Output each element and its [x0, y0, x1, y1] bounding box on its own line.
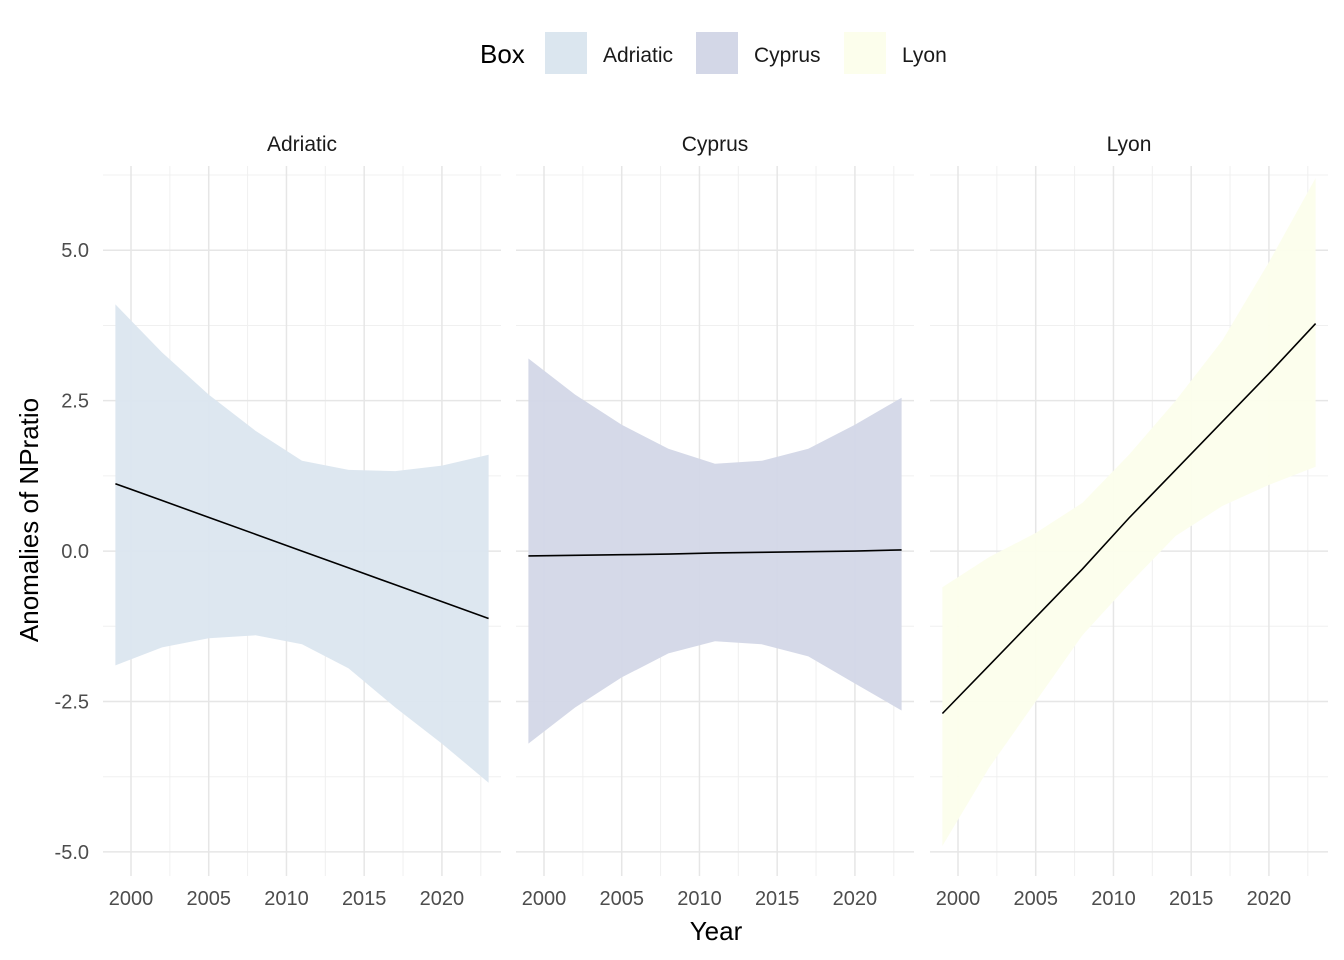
panel-adriatic: Adriatic 2000 2005 2010 2015 2020 -5.0 -2.5 0.0 2… — [55, 133, 501, 910]
facet-panels: Adriatic 2000 2005 2010 2015 2020 -5.0 -2.5 0.0 2… — [55, 133, 1328, 910]
confidence-band — [115, 304, 489, 783]
x-tick-label: 2005 — [186, 888, 231, 910]
x-tick-label: 2015 — [1169, 888, 1214, 910]
legend: Box Adriatic Cyprus Lyon — [480, 32, 947, 74]
x-tick-label: 2020 — [420, 888, 465, 910]
confidence-band — [942, 178, 1316, 846]
y-tick-label: 0.0 — [61, 541, 89, 563]
x-tick-label: 2010 — [264, 888, 309, 910]
legend-label-cyprus: Cyprus — [754, 44, 821, 67]
trend-line — [941, 323, 1317, 715]
trend-line — [528, 549, 902, 557]
x-tick-label: 2005 — [599, 888, 644, 910]
x-tick-label: 2005 — [1013, 888, 1058, 910]
legend-key-adriatic — [545, 32, 587, 74]
confidence-band — [528, 358, 902, 744]
y-tick-label: 5.0 — [61, 240, 89, 262]
x-tick-label: 2020 — [833, 888, 878, 910]
legend-label-adriatic: Adriatic — [603, 44, 673, 67]
legend-key-lyon — [844, 32, 886, 74]
y-axis-title: Anomalies of NPratio — [14, 398, 44, 642]
x-tick-label: 2010 — [677, 888, 722, 910]
strip-title: Lyon — [1107, 133, 1152, 156]
strip-title: Cyprus — [682, 133, 749, 156]
x-tick-label: 2000 — [936, 888, 981, 910]
strip-title: Adriatic — [267, 133, 337, 156]
x-tick-label: 2020 — [1247, 888, 1292, 910]
x-tick-label: 2000 — [109, 888, 154, 910]
x-tick-label: 2000 — [522, 888, 567, 910]
x-axis-title: Year — [690, 916, 743, 946]
y-tick-label: -5.0 — [55, 842, 89, 864]
y-tick-label: -2.5 — [55, 692, 89, 714]
panel-cyprus: Cyprus 2000 2005 2010 2015 2020 — [516, 133, 914, 910]
panel-lyon: Lyon 2000 2005 2010 2015 2020 — [930, 133, 1328, 910]
x-tick-label: 2015 — [342, 888, 387, 910]
trend-line — [115, 482, 489, 620]
y-tick-label: 2.5 — [61, 391, 89, 413]
legend-key-cyprus — [696, 32, 738, 74]
x-tick-label: 2015 — [755, 888, 800, 910]
legend-label-lyon: Lyon — [902, 44, 947, 67]
legend-title: Box — [480, 39, 525, 69]
x-tick-label: 2010 — [1091, 888, 1136, 910]
